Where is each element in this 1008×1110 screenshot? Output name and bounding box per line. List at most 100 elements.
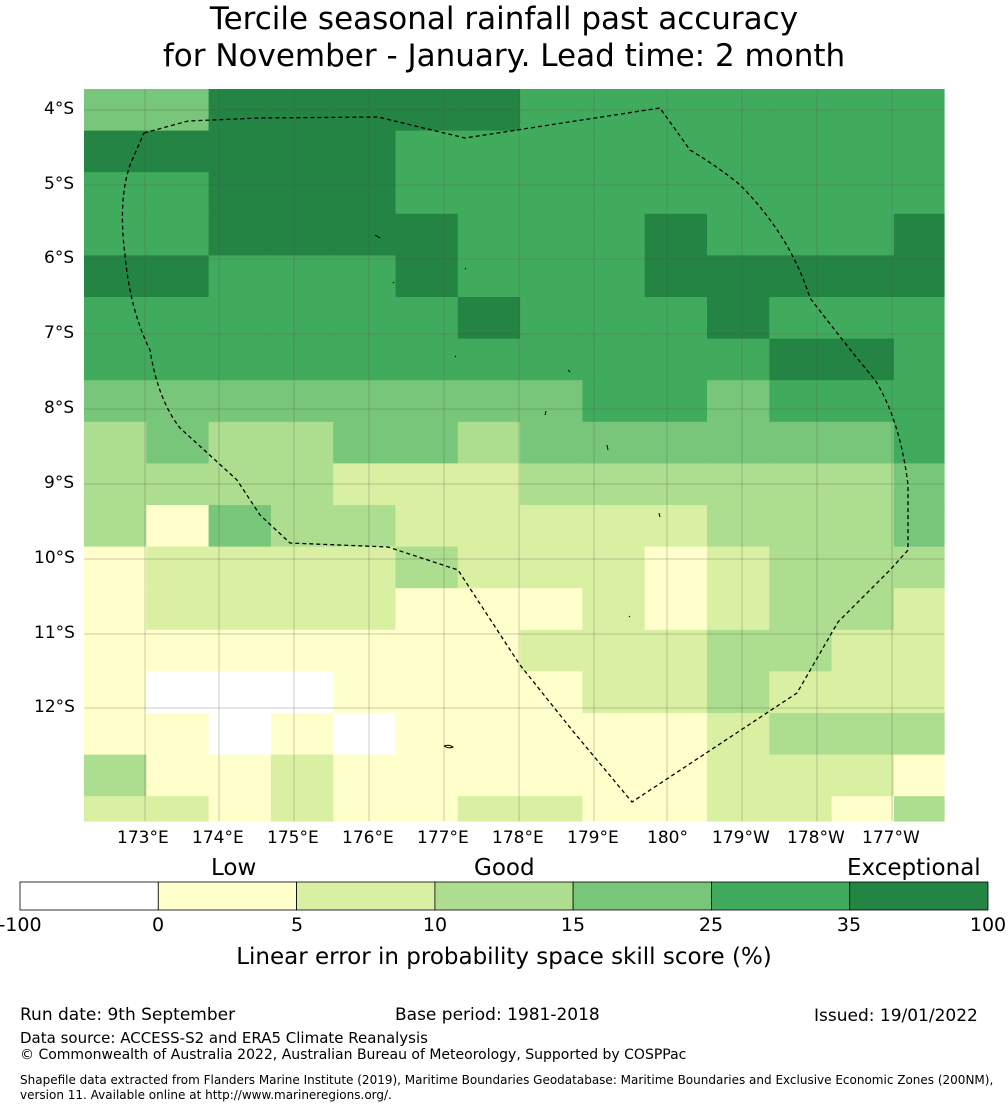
lon-label-179e: 179°E xyxy=(567,828,619,848)
grid-cell xyxy=(520,754,583,797)
grid-cell xyxy=(208,255,272,298)
grid-cell xyxy=(582,671,646,714)
grid-cell xyxy=(707,421,770,464)
issued-date: Issued: 19/01/2022 xyxy=(814,1006,978,1026)
grid-cell xyxy=(208,297,272,340)
grid-cell xyxy=(208,130,272,173)
grid-cell xyxy=(270,796,334,822)
grid-cell xyxy=(520,713,583,756)
colorbar-segment xyxy=(711,881,851,911)
grid-cell xyxy=(644,505,708,548)
grid-cell xyxy=(893,754,945,797)
grid-cell xyxy=(395,505,459,548)
grid-cell xyxy=(893,713,945,756)
grid-cell xyxy=(893,796,945,822)
grid-cell xyxy=(520,421,583,464)
grid-cell xyxy=(146,297,210,340)
grid-cell xyxy=(769,671,833,714)
grid-cell xyxy=(644,754,708,797)
grid-cell xyxy=(84,421,147,464)
grid-cell xyxy=(333,588,397,631)
lat-label-6s: 6°S xyxy=(44,248,75,268)
grid-cell xyxy=(707,546,770,589)
grid-cell xyxy=(457,546,521,589)
grid-cell xyxy=(769,130,833,173)
grid-cell xyxy=(457,297,521,340)
grid-cell xyxy=(707,505,770,548)
grid-cell xyxy=(520,255,583,298)
colorbar-segment xyxy=(19,881,159,911)
grid-cell xyxy=(457,588,521,631)
lat-lon-gridlines xyxy=(84,89,944,821)
grid-cell xyxy=(644,713,708,756)
eez-boundary xyxy=(121,107,909,803)
tier-label-good: Good xyxy=(474,855,535,881)
lat-label-4s: 4°S xyxy=(44,99,75,119)
grid-cell xyxy=(893,380,945,423)
grid-cell xyxy=(582,588,646,631)
colorbar-segment xyxy=(296,881,436,911)
grid-cell xyxy=(208,338,272,381)
grid-cell xyxy=(395,754,459,797)
grid-cell xyxy=(208,213,272,256)
base-period: Base period: 1981-2018 xyxy=(395,1005,600,1025)
grid-cell xyxy=(84,380,147,423)
colorbar-tick-label: -100 xyxy=(0,914,42,936)
grid-cell xyxy=(582,463,646,506)
run-date: Run date: 9th September xyxy=(20,1005,236,1025)
grid-cell xyxy=(457,754,521,797)
colorbar-segment xyxy=(157,881,298,911)
grid-cell xyxy=(520,297,583,340)
grid-cell xyxy=(769,546,833,589)
grid-cell xyxy=(582,297,646,340)
grid-cell xyxy=(333,546,397,589)
grid-cell xyxy=(395,463,459,506)
colorbar-tick-label: 5 xyxy=(290,914,304,936)
grid-cell xyxy=(520,130,583,173)
colorbar-tick-label: 25 xyxy=(698,914,724,936)
lon-label-180: 180° xyxy=(647,828,688,848)
grid-cell xyxy=(84,796,147,822)
grid-cell xyxy=(208,380,272,423)
grid-cell xyxy=(520,505,583,548)
grid-cell xyxy=(707,380,770,423)
grid-cell xyxy=(457,172,521,215)
grid-cell xyxy=(582,172,646,215)
grid-cell xyxy=(582,546,646,589)
grid-cell xyxy=(146,505,210,548)
grid-cell xyxy=(644,255,708,298)
grid-cell xyxy=(146,255,210,298)
grid-cell xyxy=(270,629,334,672)
grid-cell xyxy=(333,754,397,797)
grid-cell xyxy=(831,588,895,631)
grid-cell xyxy=(520,172,583,215)
grid-cell xyxy=(333,796,397,822)
grid-cell xyxy=(395,130,459,173)
grid-cell xyxy=(769,463,833,506)
grid-cell xyxy=(582,380,646,423)
lat-label-11s: 11°S xyxy=(34,623,75,643)
grid-cell xyxy=(146,130,210,173)
grid-cell xyxy=(395,213,459,256)
grid-cell xyxy=(582,338,646,381)
grid-cell xyxy=(520,796,583,822)
map-title-line-2: for November - January. Lead time: 2 mon… xyxy=(162,38,846,74)
grid-cell xyxy=(333,380,397,423)
grid-cell xyxy=(270,421,334,464)
grid-cell xyxy=(769,796,833,822)
grid-cell xyxy=(582,421,646,464)
grid-cell xyxy=(457,629,521,672)
grid-cell xyxy=(84,297,147,340)
grid-cell xyxy=(333,297,397,340)
grid-cell xyxy=(84,213,147,256)
shapefile-credit-line-1: Shapefile data extracted from Flanders M… xyxy=(20,1073,994,1087)
grid-cell xyxy=(831,546,895,589)
grid-cell xyxy=(333,255,397,298)
grid-cell xyxy=(395,172,459,215)
grid-cell xyxy=(146,338,210,381)
grid-cell xyxy=(146,546,210,589)
colorbar-segment xyxy=(434,881,574,911)
grid-cell xyxy=(208,421,272,464)
grid-cell xyxy=(644,213,708,256)
